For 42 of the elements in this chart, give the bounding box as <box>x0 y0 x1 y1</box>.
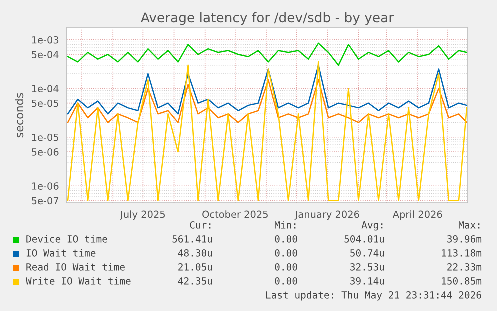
x-tick-label: July 2025 <box>120 210 165 220</box>
y-tick-label: 5e-07 <box>32 197 59 205</box>
legend-label: Read IO Wait time <box>26 263 125 271</box>
text: 0.00 <box>275 249 298 257</box>
y-axis-title: seconds <box>15 93 24 138</box>
text: 504.01u <box>344 235 384 243</box>
text: 39.96m <box>448 235 482 243</box>
text: 0.00 <box>275 263 298 271</box>
text: Max: <box>458 222 480 229</box>
x-tick-label: January 2026 <box>294 210 360 220</box>
text: 50.74u <box>350 249 384 257</box>
line-series <box>67 64 468 115</box>
legend-label: Device IO time <box>26 235 108 243</box>
text: 150.85m <box>442 277 482 285</box>
text: Min: <box>274 221 296 229</box>
y-tick-label: 5e-05 <box>32 100 59 108</box>
text: 21.05u <box>178 263 212 271</box>
text: 0.00 <box>275 277 298 285</box>
y-tick-label: 1e-06 <box>32 182 59 190</box>
y-tick-label: 1e-03 <box>32 36 59 44</box>
text: 42.35u <box>178 277 212 285</box>
text: 0.00 <box>275 235 298 243</box>
chart-title: Average latency for /dev/sdb - by year <box>141 12 394 26</box>
y-tick-label: 5e-04 <box>32 51 59 58</box>
legend-label: IO Wait time <box>26 249 96 257</box>
line-series <box>67 42 468 66</box>
line-series <box>67 79 468 124</box>
text: Last update: Thu May 21 23:31:44 2026 <box>266 291 482 301</box>
text: 113.18m <box>442 249 482 257</box>
text: 39.14u <box>350 277 384 285</box>
text: 561.41u <box>172 235 212 243</box>
x-tick-label: October 2025 <box>202 210 268 218</box>
x-tick-label: April 2026 <box>392 210 442 220</box>
y-tick-label: 5e-06 <box>32 148 59 156</box>
text: 22.33m <box>448 263 482 271</box>
text: 48.30u <box>178 249 212 257</box>
y-tick-label: 1e-04 <box>32 85 59 93</box>
y-tick-label: 1e-05 <box>32 134 59 142</box>
text: Avg: <box>362 222 383 231</box>
legend-label: Write IO Wait time <box>26 277 131 285</box>
text: 32.53u <box>350 263 384 271</box>
text: Cur: <box>190 221 211 229</box>
